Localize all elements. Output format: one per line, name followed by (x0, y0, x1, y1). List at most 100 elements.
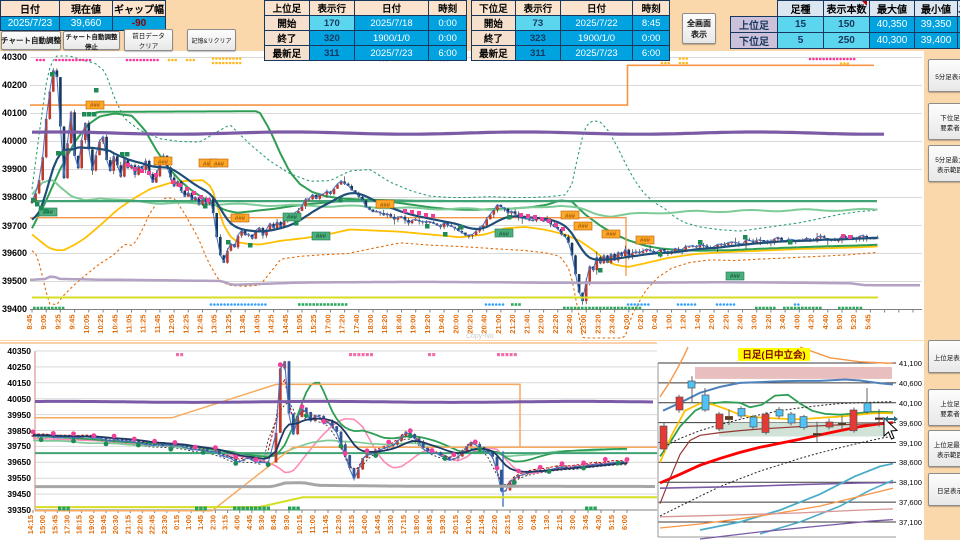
svg-text:18:40: 18:40 (395, 315, 404, 334)
svg-text:40300: 40300 (2, 52, 27, 62)
svg-text:5:15: 5:15 (607, 515, 616, 530)
svg-text:39,600: 39,600 (899, 419, 922, 428)
svg-text:###: ### (565, 214, 576, 220)
svg-text:39850: 39850 (7, 426, 31, 436)
svg-text:###: ### (214, 162, 225, 168)
svg-text:39500: 39500 (2, 276, 27, 286)
svg-text:18:00: 18:00 (366, 315, 375, 334)
svg-text:11:00: 11:00 (308, 515, 317, 534)
svg-text:13:15: 13:15 (347, 515, 356, 534)
svg-text:40050: 40050 (7, 394, 31, 404)
svg-text:23:30: 23:30 (160, 515, 169, 534)
svg-text:###: ### (499, 232, 510, 238)
svg-text:39450: 39450 (7, 489, 31, 499)
svg-text:39600: 39600 (2, 248, 27, 258)
svg-text:38,100: 38,100 (899, 478, 922, 487)
svg-text:2:20: 2:20 (721, 315, 730, 330)
svg-text:12:45: 12:45 (196, 315, 205, 334)
svg-text:1:00: 1:00 (184, 515, 193, 530)
svg-text:###: ### (158, 160, 169, 166)
svg-text:22:40: 22:40 (565, 315, 574, 334)
svg-text:18:45: 18:45 (425, 515, 434, 534)
svg-text:Copy-No: Copy-No (466, 333, 494, 340)
svg-text:40,100: 40,100 (899, 399, 922, 408)
svg-text:###: ### (90, 103, 101, 109)
svg-text:1:45: 1:45 (196, 515, 205, 530)
svg-text:3:40: 3:40 (778, 315, 787, 330)
svg-text:###: ### (578, 224, 589, 230)
svg-text:1:30: 1:30 (542, 515, 551, 530)
svg-text:4:30: 4:30 (594, 515, 603, 530)
svg-text:40350: 40350 (7, 346, 31, 356)
svg-text:20:20: 20:20 (466, 315, 475, 334)
svg-text:11:05: 11:05 (125, 315, 134, 334)
svg-text:20:00: 20:00 (451, 315, 460, 334)
svg-text:14:45: 14:45 (373, 515, 382, 534)
svg-text:15:30: 15:30 (386, 515, 395, 534)
svg-text:13:45: 13:45 (238, 315, 247, 334)
svg-text:###: ### (287, 215, 298, 221)
svg-text:39750: 39750 (7, 441, 31, 451)
svg-text:14:00: 14:00 (360, 515, 369, 534)
svg-text:39650: 39650 (7, 457, 31, 467)
svg-text:15:25: 15:25 (309, 315, 318, 334)
svg-text:37,100: 37,100 (899, 518, 922, 527)
svg-text:15:45: 15:45 (50, 515, 59, 534)
svg-text:39800: 39800 (2, 192, 27, 202)
svg-text:0:20: 0:20 (636, 315, 645, 330)
svg-text:19:00: 19:00 (409, 315, 418, 334)
svg-text:39700: 39700 (2, 221, 27, 231)
svg-text:3:15: 3:15 (221, 515, 230, 530)
svg-text:9:30: 9:30 (282, 515, 291, 530)
svg-text:2:40: 2:40 (736, 315, 745, 330)
svg-text:39350: 39350 (7, 505, 31, 515)
svg-text:23:15: 23:15 (503, 515, 512, 534)
svg-text:21:20: 21:20 (508, 315, 517, 334)
svg-text:22:30: 22:30 (490, 515, 499, 534)
svg-text:40150: 40150 (7, 378, 31, 388)
svg-text:10:25: 10:25 (96, 315, 105, 334)
svg-text:4:00: 4:00 (792, 315, 801, 330)
svg-text:###: ### (235, 216, 246, 222)
svg-text:3:20: 3:20 (764, 315, 773, 330)
svg-text:9:45: 9:45 (68, 315, 77, 330)
svg-text:18:20: 18:20 (380, 315, 389, 334)
svg-text:###: ### (203, 162, 214, 168)
svg-text:39,100: 39,100 (899, 439, 922, 448)
svg-text:4:40: 4:40 (821, 315, 830, 330)
svg-text:2:30: 2:30 (208, 515, 217, 530)
svg-text:21:00: 21:00 (464, 515, 473, 534)
svg-text:10:15: 10:15 (295, 515, 304, 534)
svg-text:9:25: 9:25 (53, 315, 62, 330)
svg-text:###: ### (380, 203, 391, 209)
svg-text:4:00: 4:00 (233, 515, 242, 530)
svg-text:0:00: 0:00 (516, 515, 525, 530)
svg-text:20:30: 20:30 (111, 515, 120, 534)
svg-text:22:45: 22:45 (148, 515, 157, 534)
svg-text:37,600: 37,600 (899, 498, 922, 507)
svg-text:23:40: 23:40 (608, 315, 617, 334)
svg-text:10:45: 10:45 (110, 315, 119, 334)
svg-text:39400: 39400 (2, 304, 27, 314)
svg-text:3:00: 3:00 (568, 515, 577, 530)
svg-text:39950: 39950 (7, 410, 31, 420)
svg-text:40000: 40000 (2, 136, 27, 146)
svg-text:10:05: 10:05 (82, 315, 91, 334)
svg-text:12:30: 12:30 (334, 515, 343, 534)
svg-text:40200: 40200 (2, 80, 27, 90)
svg-text:11:45: 11:45 (153, 315, 162, 334)
svg-text:21:45: 21:45 (477, 515, 486, 534)
svg-text:12:25: 12:25 (181, 315, 190, 334)
svg-text:###: ### (606, 232, 617, 238)
svg-text:3:45: 3:45 (581, 515, 590, 530)
svg-text:19:45: 19:45 (99, 515, 108, 534)
svg-text:17:00: 17:00 (323, 315, 332, 334)
svg-text:5:00: 5:00 (835, 315, 844, 330)
svg-text:38,600: 38,600 (899, 458, 922, 467)
svg-text:40250: 40250 (7, 362, 31, 372)
svg-text:21:15: 21:15 (123, 515, 132, 534)
svg-text:19:20: 19:20 (423, 315, 432, 334)
svg-text:8:45: 8:45 (25, 315, 34, 330)
svg-text:14:15: 14:15 (26, 515, 35, 534)
svg-text:5:30: 5:30 (257, 515, 266, 530)
